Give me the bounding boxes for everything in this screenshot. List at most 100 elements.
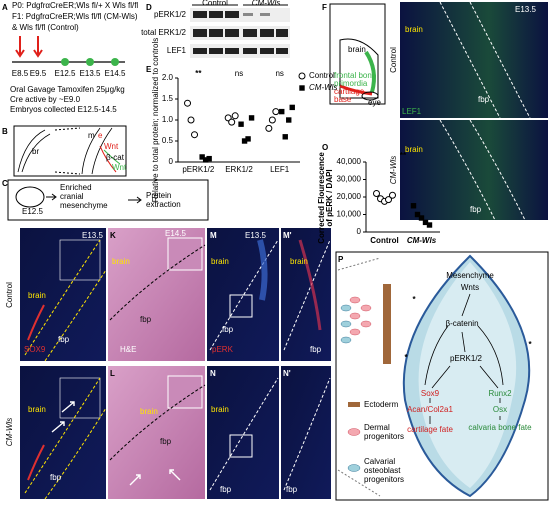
- legend-text: Ectoderm: [364, 400, 399, 409]
- y-tick-label: 40,000: [337, 157, 362, 166]
- data-point: [286, 117, 292, 123]
- panel-letter: N: [210, 369, 216, 378]
- significance: ns: [275, 69, 283, 78]
- stage: E13.5: [82, 231, 103, 240]
- significance: **: [400, 151, 407, 160]
- region: brain: [112, 257, 130, 266]
- panel-letter: I: [2, 231, 4, 240]
- schematic-label: m: [88, 131, 95, 140]
- panel-letter: E: [146, 65, 152, 74]
- y-axis-label: Corrected Flourescence: [317, 152, 326, 244]
- schematic-label: Wnt: [112, 163, 127, 172]
- legend-text: progenitors: [364, 475, 404, 484]
- data-point: [272, 108, 280, 116]
- pathway-node: calvaria bone fate: [468, 423, 532, 432]
- pathway-node: Osx: [493, 405, 507, 414]
- y-axis-label: of pERK / DAPI: [325, 169, 334, 226]
- panel-letter: J: [2, 369, 6, 378]
- y-tick-label: 0: [357, 227, 362, 236]
- data-point: [184, 99, 192, 107]
- blot-row-label: total ERK1/2: [141, 28, 186, 37]
- data-point: [199, 154, 205, 160]
- timeline-label: E13.5: [80, 69, 101, 78]
- panel-letter: C: [2, 179, 8, 188]
- data-point: [299, 85, 305, 91]
- data-point: [248, 115, 255, 121]
- stage: E13.5: [245, 231, 266, 240]
- cross-text: P0: PdgfrαCreER;Wls fl/+ X Wls fl/fl: [12, 1, 138, 10]
- schematic-label: e: [98, 131, 103, 140]
- stain: LEF1: [402, 107, 422, 116]
- y-axis-label: Relative to total protein; normalized to…: [151, 38, 160, 203]
- blot-row-label: pERK1/2: [154, 10, 187, 19]
- region: fbp: [310, 345, 322, 354]
- data-point: [289, 104, 295, 111]
- stage: E14.5: [165, 229, 186, 238]
- step: Enriched: [60, 183, 92, 192]
- data-point: [245, 136, 251, 142]
- asterisk: *: [404, 353, 408, 362]
- condition: CM-Wls: [389, 156, 398, 184]
- legend-label: Control: [309, 71, 335, 80]
- data-point: [426, 222, 433, 228]
- timeline-label: E8.5: [12, 69, 29, 78]
- row-label: CM-Wls: [5, 418, 14, 446]
- asterisk: *: [412, 295, 416, 304]
- group-label: Control: [202, 0, 228, 8]
- panel-letter: G: [390, 5, 396, 14]
- schematic-label: cartilage: [334, 87, 365, 96]
- condition: Control: [389, 47, 398, 73]
- region: brain: [211, 405, 229, 414]
- region: brain: [405, 145, 423, 154]
- y-tick-label: 30,000: [337, 175, 362, 184]
- stain: pERK: [212, 345, 234, 354]
- y-tick-label: 1.5: [162, 94, 174, 103]
- data-point: [282, 134, 288, 140]
- region: fbp: [140, 315, 152, 324]
- panel-letter: O: [322, 143, 328, 152]
- stage: E13.5: [515, 5, 536, 14]
- data-point: [373, 190, 380, 197]
- data-point: [228, 118, 236, 126]
- layout: [7, 1, 549, 501]
- timeline-label: E12.5: [55, 69, 76, 78]
- x-tick-label: pERK1/2: [182, 165, 215, 174]
- schematic-label: Wnt: [104, 142, 119, 151]
- group-label: CM-Wls: [252, 0, 280, 8]
- panel-letter: A: [2, 3, 8, 12]
- timeline-label: E14.5: [105, 69, 126, 78]
- data-point: [206, 155, 212, 162]
- data-point: [202, 157, 209, 163]
- data-point: [422, 219, 429, 226]
- pathway-node: Acan/Col2a1: [407, 405, 453, 414]
- schematic-label: frontal bone: [334, 71, 377, 80]
- region: fbp: [222, 325, 234, 334]
- region: fbp: [220, 485, 232, 494]
- timeline-label: E9.5: [30, 69, 47, 78]
- region: brain: [405, 25, 423, 34]
- step: Protein: [146, 191, 171, 200]
- y-tick-label: 2.0: [162, 73, 174, 82]
- data-point: [410, 203, 417, 209]
- data-point: [265, 124, 273, 132]
- region: fbp: [478, 95, 490, 104]
- significance: **: [195, 69, 202, 78]
- content: A B C D E F G H I J K L M M' N N' O P P0: PdgfrαCreER;Wls …: [2, 0, 536, 494]
- y-tick-label: 0.5: [162, 136, 174, 145]
- legend-label: CM-Wls: [309, 83, 337, 92]
- x-tick-label: Control: [370, 236, 398, 245]
- panel-letter: F: [322, 3, 327, 12]
- region: brain: [28, 405, 46, 414]
- data-point: [241, 138, 248, 144]
- pathway-node: Runx2: [488, 389, 512, 398]
- note: Cre active by ~E9.0: [10, 95, 81, 104]
- data-point: [389, 191, 396, 199]
- stage: E12.5: [22, 207, 43, 216]
- panel-letter: M: [210, 231, 217, 240]
- cross-text: F1: PdgfrαCreER;Wls fl/fl (CM-Wls): [12, 12, 138, 21]
- region: brain: [211, 257, 229, 266]
- data-point: [191, 131, 199, 139]
- legend-text: progenitors: [364, 432, 404, 441]
- cross-text: & Wls fl/fl (Control): [12, 23, 79, 32]
